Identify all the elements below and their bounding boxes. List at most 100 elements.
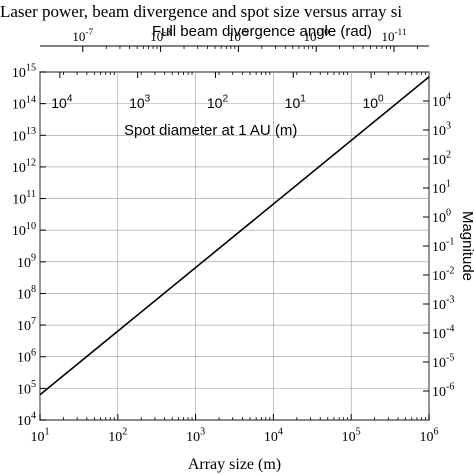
x-tick-label: 104 xyxy=(264,427,283,445)
y-tick-label-base: 10 xyxy=(12,193,26,208)
y-tick-label-base: 10 xyxy=(17,256,31,271)
y-tick-label-base: 10 xyxy=(17,319,31,334)
y2-tick-label-exp: 2 xyxy=(446,150,451,161)
spot-tick-label: 103 xyxy=(129,94,151,111)
top-tick-label: 10-11 xyxy=(381,28,406,44)
y2-tick-label-exp: 0 xyxy=(446,208,451,219)
y2-tick-label-base: 10 xyxy=(432,124,446,139)
top-tick-label-base: 10 xyxy=(381,29,394,44)
y-tick-label-exp: 4 xyxy=(31,411,36,422)
spot-tick-label-exp: 1 xyxy=(300,94,306,105)
spot-tick-label: 102 xyxy=(207,94,229,111)
spot-tick-label-base: 10 xyxy=(362,95,378,111)
y2-tick-label-exp: -5 xyxy=(446,353,454,364)
series-line xyxy=(39,76,430,396)
y2-tick-label-base: 10 xyxy=(432,95,446,110)
y2-tick-label-exp: -6 xyxy=(446,382,454,393)
top-axis-label: Full beam divergence angle (rad) xyxy=(152,23,372,40)
x-tick-label: 103 xyxy=(186,427,205,445)
y2-tick-label: 10-3 xyxy=(432,295,454,313)
y-tick-label-exp: 6 xyxy=(31,347,36,358)
y-tick-label: 105 xyxy=(17,379,36,397)
y2-tick-label-exp: -1 xyxy=(446,237,454,248)
y-tick-label: 1011 xyxy=(12,189,36,207)
y-axis-ticks: 1041051061071081091010101110121013101410… xyxy=(12,63,46,429)
y2-tick-label-base: 10 xyxy=(432,153,446,168)
y2-tick-label: 10-4 xyxy=(432,324,454,342)
y2-tick-label: 104 xyxy=(432,92,451,110)
x-tick-label-exp: 5 xyxy=(356,427,361,438)
spot-diameter-label: Spot diameter at 1 AU (m) xyxy=(124,122,297,139)
y-tick-label-base: 10 xyxy=(17,351,31,366)
y-tick-label-base: 10 xyxy=(12,161,26,176)
y-tick-label-base: 10 xyxy=(12,66,26,81)
top-tick-label-base: 10 xyxy=(72,29,85,44)
x-tick-label-exp: 4 xyxy=(278,427,283,438)
y-tick-label-base: 10 xyxy=(12,98,26,113)
y2-tick-label-base: 10 xyxy=(432,327,446,342)
y2-tick-label: 10-2 xyxy=(432,266,454,284)
y-tick-label-exp: 15 xyxy=(26,63,36,74)
top-tick-label-base: 10 xyxy=(150,29,163,44)
y-tick-label-exp: 5 xyxy=(31,379,36,390)
y-tick-label-base: 10 xyxy=(17,414,31,429)
x-tick-label-base: 10 xyxy=(419,430,433,445)
y2-tick-label-exp: 1 xyxy=(446,179,451,190)
x-tick-label-base: 10 xyxy=(264,430,278,445)
y-tick-label-exp: 11 xyxy=(26,189,36,200)
y2-tick-label-exp: 3 xyxy=(446,121,451,132)
top-tick-label-exp: -11 xyxy=(394,28,406,38)
y2-tick-label-base: 10 xyxy=(432,182,446,197)
top-axis-ticks: 10-7 10-8 10-9 10-10 10-11 xyxy=(72,28,418,52)
top-tick-label-exp: -7 xyxy=(85,28,93,38)
top-tick-label-base: 10 xyxy=(303,29,316,44)
y2-tick-label-base: 10 xyxy=(432,298,446,313)
y2-tick-label-exp: -4 xyxy=(446,324,454,335)
top-tick-label: 10-10 xyxy=(303,28,329,44)
x-tick-label-base: 10 xyxy=(30,430,44,445)
top-tick-label: 10-9 xyxy=(228,28,249,44)
x-tick-label-base: 10 xyxy=(108,430,122,445)
x-tick-label: 102 xyxy=(108,427,127,445)
y-tick-label-exp: 14 xyxy=(26,94,36,105)
y2-tick-label: 100 xyxy=(432,208,451,226)
y2-tick-label-base: 10 xyxy=(432,240,446,255)
chart-title: Laser power, beam divergence and spot si… xyxy=(0,2,402,21)
spot-tick-label-base: 10 xyxy=(129,95,145,111)
x-tick-label-base: 10 xyxy=(186,430,200,445)
spot-tick-label: 104 xyxy=(51,94,73,111)
right-axis-label: Magnitude xyxy=(459,211,474,281)
x-tick-label-exp: 1 xyxy=(44,427,49,438)
x-axis-ticks: 101 102 103 104 105 106 xyxy=(30,72,439,445)
y-tick-label: 1014 xyxy=(12,94,36,112)
top-tick-label: 10-8 xyxy=(150,28,171,44)
spot-tick-label-exp: 4 xyxy=(67,94,73,105)
y-tick-label: 104 xyxy=(17,411,36,429)
x-tick-label: 105 xyxy=(342,427,361,445)
top-tick-label: 10-7 xyxy=(72,28,93,44)
x-tick-label: 106 xyxy=(419,427,438,445)
top-tick-label-exp: -9 xyxy=(241,28,249,38)
y2-tick-label: 103 xyxy=(432,121,451,139)
y2-tick-label: 10-5 xyxy=(432,353,454,371)
y2-tick-label: 10-6 xyxy=(432,382,454,400)
y-tick-label: 1015 xyxy=(12,63,36,81)
spot-tick-label-exp: 0 xyxy=(378,94,384,105)
y-tick-label-base: 10 xyxy=(12,224,26,239)
spot-tick-label-base: 10 xyxy=(207,95,223,111)
y2-tick-label-exp: -2 xyxy=(446,266,454,277)
x-tick-label: 101 xyxy=(30,427,49,445)
top-tick-label-exp: -10 xyxy=(316,28,329,38)
y-tick-label-base: 10 xyxy=(17,287,31,302)
y2-tick-label-base: 10 xyxy=(432,269,446,284)
spot-tick-label-base: 10 xyxy=(285,95,301,111)
y2-tick-label-base: 10 xyxy=(432,356,446,371)
y-tick-label: 1010 xyxy=(12,221,36,239)
y-tick-label: 1012 xyxy=(12,158,36,176)
spot-tick-label-exp: 3 xyxy=(145,94,151,105)
spot-tick-label-base: 10 xyxy=(51,95,67,111)
y2-tick-label-base: 10 xyxy=(432,385,446,400)
spot-tick-label: 101 xyxy=(285,94,307,111)
y-tick-label: 106 xyxy=(17,347,36,365)
y-tick-label-exp: 13 xyxy=(26,126,36,137)
